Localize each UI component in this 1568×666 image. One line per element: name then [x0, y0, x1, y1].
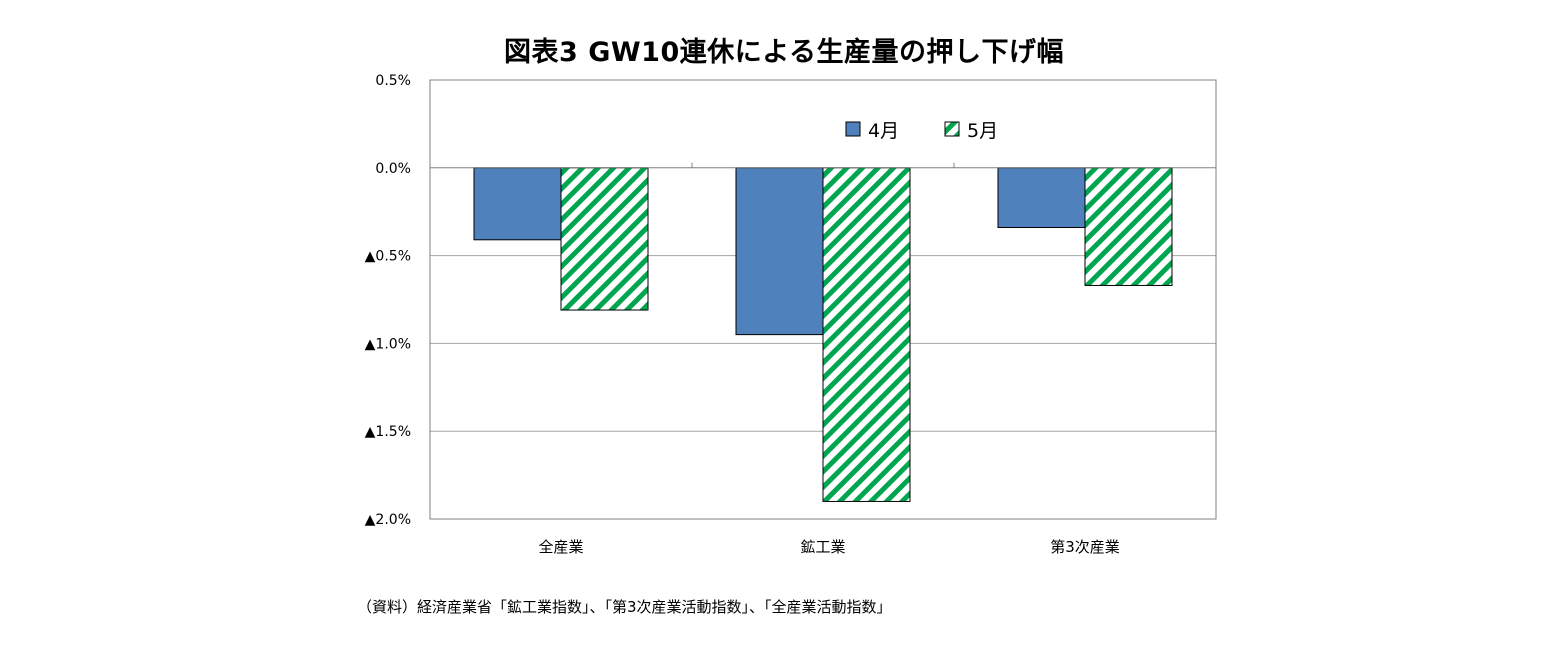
bars [473, 167, 1173, 502]
y-tick-label: ▲1.0% [365, 336, 411, 352]
y-tick-label: 0.5% [375, 73, 411, 89]
y-tick-label: ▲2.0% [365, 512, 411, 528]
bar-series-2-1 [560, 167, 649, 311]
y-tick-label: ▲1.5% [365, 424, 411, 440]
category-label: 全産業 [538, 538, 583, 556]
y-tick-label: ▲0.5% [365, 249, 411, 265]
bar-series-2-3 [1084, 167, 1173, 286]
source-note: （資料）経済産業省「鉱工業指数」、「第3次産業活動指数」、「全産業活動指数」 [357, 598, 892, 616]
category-labels: 全産業 鉱工業 第3次産業 [538, 538, 1119, 556]
legend-swatch [845, 121, 861, 137]
legend-label: 4月 [868, 120, 899, 142]
legend-swatch [944, 121, 960, 137]
bar-series-2-2 [822, 167, 911, 502]
legend-label: 5月 [967, 120, 998, 142]
axes [429, 79, 1217, 520]
bar-series-1-3 [997, 167, 1086, 229]
bar-series-1-1 [473, 167, 562, 241]
plot-area-border [429, 79, 1217, 520]
y-tick-label: 0.0% [375, 161, 411, 177]
category-label: 鉱工業 [800, 538, 845, 556]
chart-title: 図表3 GW10連休による生産量の押し下げ幅 [504, 37, 1064, 68]
category-label: 第3次産業 [1050, 538, 1120, 556]
legend: 4月 5月 [845, 120, 998, 142]
y-tick-labels: 0.5% 0.0% ▲0.5% ▲1.0% ▲1.5% ▲2.0% [365, 73, 411, 528]
bar-series-1-2 [735, 167, 824, 336]
